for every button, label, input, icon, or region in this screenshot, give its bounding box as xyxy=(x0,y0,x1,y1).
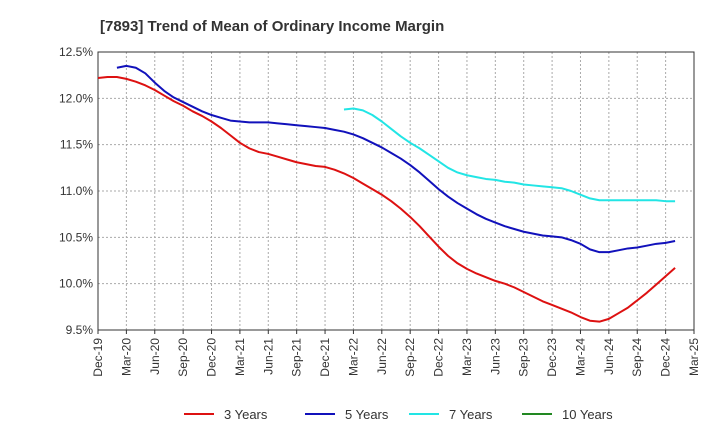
x-tick-label: Jun-24 xyxy=(602,338,616,375)
legend-label: 7 Years xyxy=(449,407,493,422)
series-line-3-years xyxy=(97,76,676,323)
x-tick-label: Jun-20 xyxy=(148,338,162,375)
x-tick-label: Dec-23 xyxy=(545,338,559,377)
axis-layer: 12.5% 12.0% 11.5% 11.0% 10.5% 10.0% 9.5%Dec-19… xyxy=(59,45,701,377)
legend-label: 10 Years xyxy=(562,407,613,422)
y-tick-label: 9.5% xyxy=(66,323,94,337)
y-tick-label: 10.0% xyxy=(59,277,93,291)
x-tick-label: Sep-24 xyxy=(630,338,644,377)
x-tick-label: Dec-21 xyxy=(318,338,332,377)
legend-label: 3 Years xyxy=(224,407,268,422)
y-tick-label: 11.5% xyxy=(60,138,93,152)
grid-layer xyxy=(97,51,695,331)
legend: 3 Years 5 Years 7 Years 10 Years xyxy=(184,407,613,422)
y-tick-label: 11.0% xyxy=(60,184,93,198)
x-tick-label: Mar-20 xyxy=(119,338,133,376)
x-tick-label: Mar-24 xyxy=(573,338,587,376)
x-tick-label: Sep-20 xyxy=(176,338,190,377)
x-tick-label: Sep-22 xyxy=(403,338,417,377)
x-tick-label: Dec-24 xyxy=(659,338,673,377)
chart-title: [7893] Trend of Mean of Ordinary Income … xyxy=(100,18,444,35)
series-layer xyxy=(97,64,676,323)
x-tick-label: Dec-19 xyxy=(91,338,105,377)
x-tick-label: Dec-22 xyxy=(432,338,446,377)
x-tick-label: Mar-23 xyxy=(460,338,474,376)
y-tick-label: 10.5% xyxy=(59,230,93,244)
x-tick-label: Dec-20 xyxy=(205,338,219,377)
series-line-5-years xyxy=(116,64,676,254)
x-tick-label: Jun-21 xyxy=(261,338,275,375)
y-tick-label: 12.5% xyxy=(59,45,93,59)
x-tick-label: Sep-23 xyxy=(517,338,531,377)
series-line-7-years xyxy=(343,107,676,203)
plot-frame xyxy=(97,51,695,331)
x-tick-label: Mar-22 xyxy=(346,338,360,376)
x-tick-label: Mar-25 xyxy=(687,338,701,376)
x-tick-label: Jun-23 xyxy=(488,338,502,375)
x-tick-label: Jun-22 xyxy=(375,338,389,375)
legend-label: 5 Years xyxy=(345,407,389,422)
y-tick-label: 12.0% xyxy=(59,91,93,105)
x-tick-label: Sep-21 xyxy=(290,338,304,377)
x-tick-label: Mar-21 xyxy=(233,338,247,376)
